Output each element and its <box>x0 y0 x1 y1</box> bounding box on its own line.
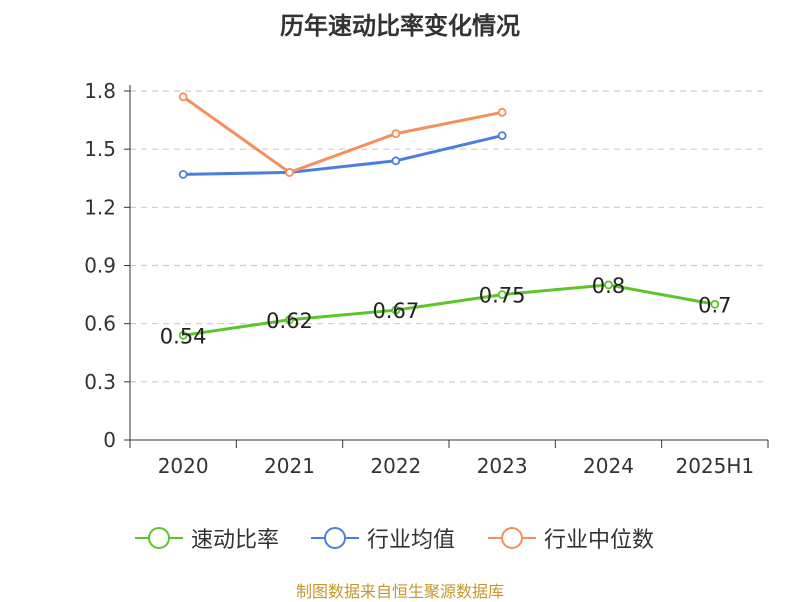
y-tick-label: 0 <box>103 428 116 452</box>
data-label: 0.8 <box>592 274 625 298</box>
legend-marker-orange-icon <box>488 527 536 549</box>
legend-label: 行业均值 <box>367 528 456 553</box>
y-tick-label: 1.8 <box>84 79 116 103</box>
legend-marker-blue-icon <box>311 527 359 549</box>
legend-marker-green-icon <box>135 527 183 549</box>
data-point <box>391 305 401 315</box>
y-tick-label: 1.2 <box>84 195 116 219</box>
series-line <box>183 134 503 176</box>
x-tick-label: 2022 <box>370 454 421 478</box>
x-tick-label: 2021 <box>264 454 315 478</box>
x-tick-label: 2023 <box>477 454 528 478</box>
legend-label: 行业中位数 <box>544 528 655 553</box>
grid-lines <box>130 90 768 383</box>
data-point <box>710 299 720 309</box>
series-line <box>182 283 716 337</box>
data-point <box>391 156 401 166</box>
data-point <box>391 129 401 139</box>
y-tick-label: 0.3 <box>84 370 116 394</box>
data-point <box>178 169 188 179</box>
data-labels: 0.54 0.62 0.67 0.75 0.8 0.7 <box>160 274 732 348</box>
data-point <box>604 280 613 290</box>
data-label: 0.75 <box>479 284 526 308</box>
data-label: 0.62 <box>266 309 313 333</box>
data-point <box>497 290 507 299</box>
x-tick-label: 2020 <box>158 454 209 478</box>
series-line <box>182 95 503 174</box>
data-point <box>285 168 294 177</box>
legend-label: 速动比率 <box>191 528 280 553</box>
y-tick-label: 1.5 <box>84 137 116 161</box>
data-point <box>285 315 294 325</box>
data-label: 0.7 <box>698 293 731 317</box>
data-point <box>178 330 188 340</box>
legend: 速动比率 行业均值 行业中位数 <box>0 520 800 556</box>
legend-item-industry-median[interactable]: 行业中位数 <box>488 520 654 556</box>
legend-item-industry-mean[interactable]: 行业均值 <box>311 520 455 556</box>
x-tick-label: 2024 <box>583 454 634 478</box>
chart-title: 历年速动比率变化情况 <box>280 12 520 40</box>
data-point <box>178 92 188 102</box>
legend-item-quick-ratio[interactable]: 速动比率 <box>135 520 279 556</box>
x-tick-label: 2025H1 <box>675 454 754 478</box>
source-note: 制图数据来自恒生聚源数据库 <box>295 582 504 601</box>
y-tick-label: 0.9 <box>84 254 116 278</box>
axes: 0 0.3 0.6 0.9 1.2 1.5 1.8 2020 2021 2022 2023 2024 2… <box>84 79 769 478</box>
data-point <box>497 131 507 140</box>
y-tick-label: 0.6 <box>84 312 116 336</box>
data-label: 0.54 <box>160 324 207 348</box>
data-point <box>497 107 507 117</box>
series <box>178 92 720 340</box>
data-label: 0.67 <box>372 299 419 323</box>
